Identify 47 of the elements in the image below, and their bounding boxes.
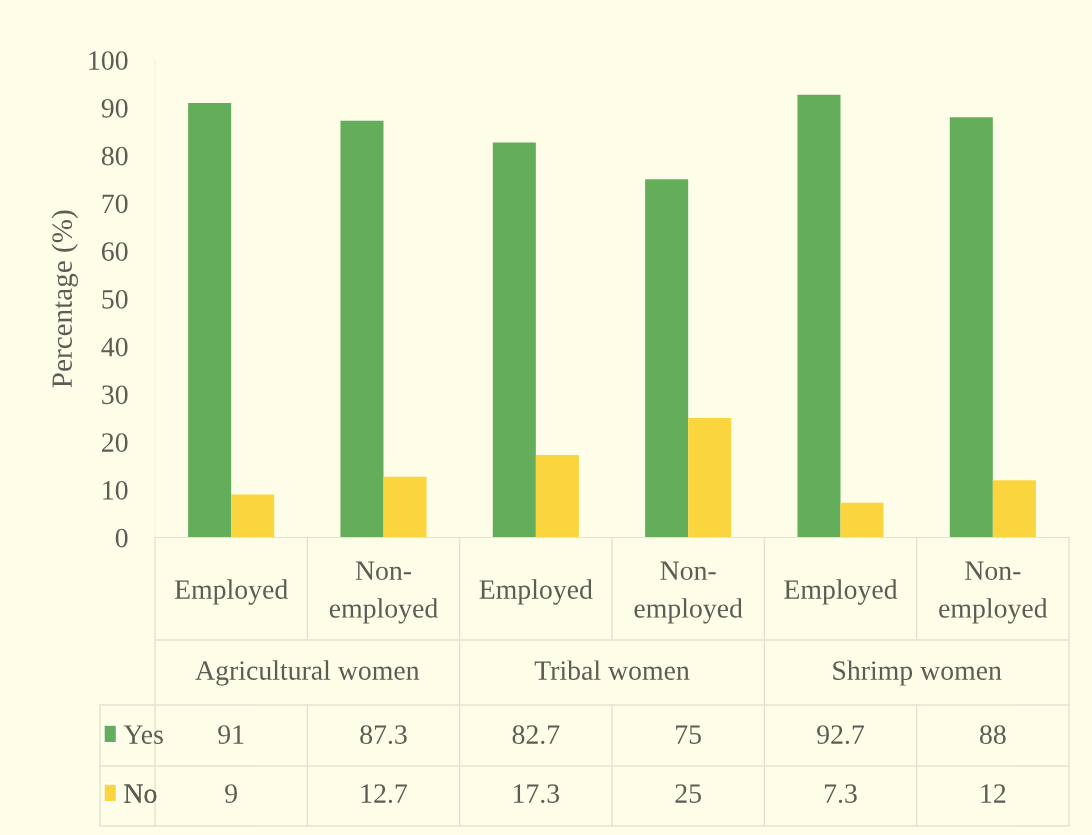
data-label: 25 [675,784,701,803]
y-tick-label: 70 [102,194,128,214]
y-tick-label: 100 [89,51,128,70]
y-tick-label: 90 [101,98,128,118]
x-tick-label: Non-employed [329,561,438,624]
data-label: 87.3 [360,725,407,745]
text: Agricultural women [195,660,420,686]
y-tick-label: 50 [102,289,128,309]
bar [231,494,275,538]
bar [492,142,536,538]
legend-label: Yes [123,725,163,744]
legend-label: No [124,784,157,803]
x-tick-label: Non-employed [634,561,743,624]
y-axis-title: Percentage (%) [51,210,78,388]
data-label: 12 [981,784,1006,803]
y-tick-label: 40 [101,337,128,357]
y-tick-label: 0 [115,528,128,548]
data-label: 9 [225,784,237,803]
bar [383,476,427,538]
y-tick-label: 30 [102,385,128,405]
text: Tribal women [534,660,690,680]
data-label: 12.7 [361,784,408,804]
data-label: 82.7 [512,725,560,745]
y-tick-label: 80 [101,146,128,166]
bar [188,102,232,538]
bar [840,502,884,538]
bar [645,179,689,538]
bar [340,120,384,538]
data-label: 17.3 [513,784,560,804]
data-label: 92.7 [817,725,865,745]
data-label: 7.3 [824,784,857,804]
y-tick-label: 10 [103,480,128,500]
x-tick-label: Employed [479,579,593,605]
bar [992,480,1036,538]
y-tick-label: 60 [102,242,128,261]
text: Shrimp women [833,660,1002,686]
x-tick-label: Employed [784,579,898,605]
data-label: 91 [218,725,244,744]
x-tick-label: Non-employed [939,561,1048,624]
data-label: 88 [980,725,1006,744]
data-label: 75 [676,725,701,744]
x-tick-label: Employed [174,579,288,605]
bar [688,418,732,538]
y-tick-label: 20 [102,433,128,452]
bar [949,117,993,538]
bar [797,94,841,538]
bar [535,454,579,538]
